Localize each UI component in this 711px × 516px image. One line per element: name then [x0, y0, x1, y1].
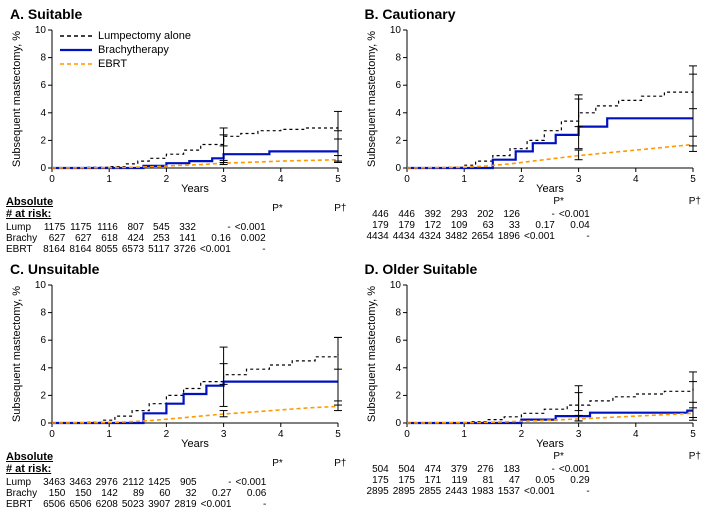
svg-text:1: 1: [106, 174, 112, 185]
svg-text:4: 4: [395, 108, 401, 119]
svg-text:Years: Years: [181, 438, 209, 449]
svg-text:8: 8: [40, 53, 46, 64]
svg-text:4: 4: [278, 429, 284, 440]
svg-text:0: 0: [40, 163, 46, 174]
svg-text:0: 0: [40, 418, 46, 429]
panel-title: A. Suitable: [10, 6, 351, 22]
figure-grid: A. Suitable 0123450246810YearsSubsequent…: [6, 6, 705, 510]
svg-text:10: 10: [35, 25, 47, 36]
svg-text:3: 3: [575, 174, 581, 185]
svg-text:Brachytherapy: Brachytherapy: [98, 44, 169, 56]
svg-text:Years: Years: [536, 438, 564, 449]
svg-text:0: 0: [395, 163, 401, 174]
svg-text:0: 0: [404, 429, 410, 440]
panel-B: B. Cautionary 0 1 2 3 4 5 0 2 4 6 8 10 Years Subseque…: [361, 6, 706, 255]
svg-text:3: 3: [221, 429, 227, 440]
svg-text:Years: Years: [181, 183, 209, 194]
svg-text:5: 5: [690, 174, 696, 185]
risk-table-C: Lump34633463297621121425905-<0.001Brachy…: [6, 477, 270, 510]
svg-text:2: 2: [40, 391, 46, 402]
svg-text:2: 2: [518, 429, 524, 440]
svg-text:10: 10: [35, 280, 47, 291]
svg-text:4: 4: [395, 363, 401, 374]
svg-text:8: 8: [40, 308, 46, 319]
chart-D: 0 1 2 3 4 5 0 2 4 6 8 10 Years Subsequent mastectomy,…: [361, 279, 701, 449]
panel-title: C. Unsuitable: [10, 261, 351, 277]
panel-title: B. Cautionary: [365, 6, 706, 22]
svg-text:3: 3: [221, 174, 227, 185]
svg-text:1: 1: [461, 429, 467, 440]
svg-text:10: 10: [389, 280, 401, 291]
svg-text:Subsequent mastectomy, %: Subsequent mastectomy, %: [11, 286, 23, 422]
svg-text:8: 8: [395, 53, 401, 64]
svg-text:6: 6: [40, 80, 46, 91]
svg-text:4: 4: [633, 174, 639, 185]
risk-table-B: 446446392293202126-<0.001179179172109633…: [361, 209, 594, 242]
svg-text:EBRT: EBRT: [98, 58, 127, 70]
svg-text:0: 0: [49, 429, 55, 440]
svg-text:3: 3: [575, 429, 581, 440]
panel-D: D. Older Suitable 0 1 2 3 4 5 0 2 4 6 8 10 Years Subs…: [361, 261, 706, 510]
svg-text:4: 4: [278, 174, 284, 185]
panel-A: A. Suitable 0 1 2 3 4 5 0 2 4 6 8 10 Years Subsequent…: [6, 6, 351, 255]
svg-text:4: 4: [40, 363, 46, 374]
chart-B: 0 1 2 3 4 5 0 2 4 6 8 10 Years Subsequent mastectomy,…: [361, 24, 701, 194]
svg-text:1: 1: [106, 429, 112, 440]
svg-text:0: 0: [49, 174, 55, 185]
svg-text:0: 0: [395, 418, 401, 429]
svg-text:4: 4: [633, 429, 639, 440]
svg-text:2: 2: [395, 391, 401, 402]
svg-text:10: 10: [389, 25, 401, 36]
svg-text:0: 0: [404, 174, 410, 185]
svg-text:2: 2: [518, 174, 524, 185]
svg-text:2: 2: [164, 174, 170, 185]
chart-C: 0 1 2 3 4 5 0 2 4 6 8 10 Years Subsequent mastectomy,…: [6, 279, 346, 449]
svg-text:6: 6: [395, 335, 401, 346]
svg-text:5: 5: [690, 429, 696, 440]
svg-text:4: 4: [40, 108, 46, 119]
risk-table-D: 504504474379276183-<0.001175175171119814…: [361, 464, 594, 497]
svg-text:Subsequent mastectomy, %: Subsequent mastectomy, %: [366, 31, 378, 167]
svg-text:6: 6: [395, 80, 401, 91]
svg-text:Subsequent mastectomy, %: Subsequent mastectomy, %: [11, 31, 23, 167]
svg-text:Lumpectomy alone: Lumpectomy alone: [98, 30, 191, 42]
panel-C: C. Unsuitable 0 1 2 3 4 5 0 2 4 6 8 10 Years Subseque…: [6, 261, 351, 510]
panel-title: D. Older Suitable: [365, 261, 706, 277]
svg-text:2: 2: [164, 429, 170, 440]
svg-text:5: 5: [335, 174, 341, 185]
svg-text:Subsequent mastectomy, %: Subsequent mastectomy, %: [366, 286, 378, 422]
svg-text:5: 5: [335, 429, 341, 440]
svg-text:Years: Years: [536, 183, 564, 194]
svg-text:1: 1: [461, 174, 467, 185]
chart-A: 0 1 2 3 4 5 0 2 4 6 8 10 Years Subsequent mastectomy,…: [6, 24, 346, 194]
risk-table-A: Lump117511751116807545332-<0.001Brachy62…: [6, 222, 270, 255]
svg-text:8: 8: [395, 308, 401, 319]
svg-text:6: 6: [40, 335, 46, 346]
svg-text:2: 2: [40, 135, 46, 146]
svg-text:2: 2: [395, 135, 401, 146]
